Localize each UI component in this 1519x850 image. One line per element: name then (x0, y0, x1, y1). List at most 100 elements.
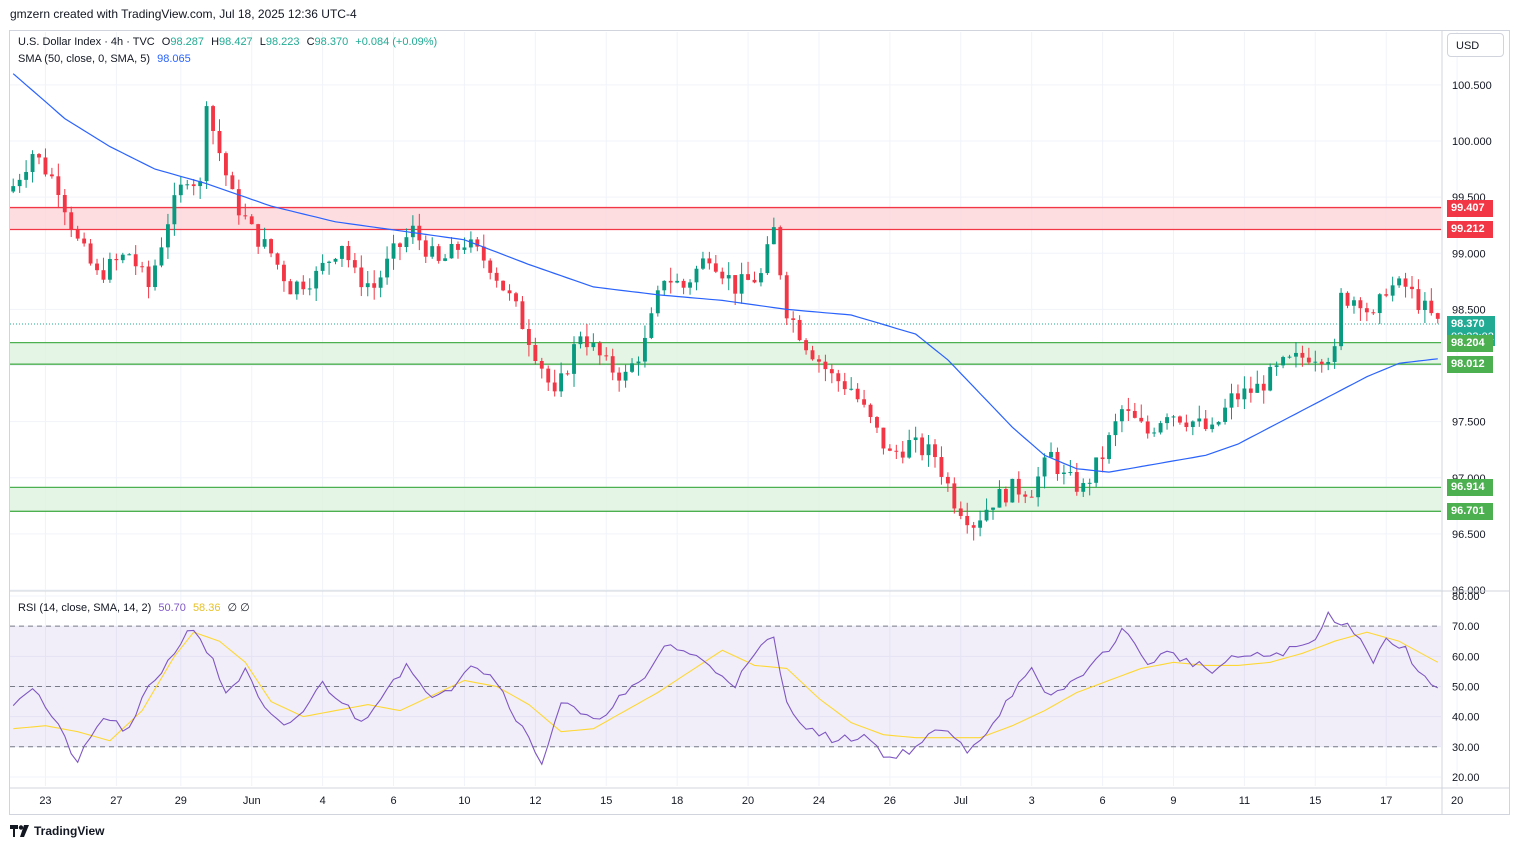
candle[interactable] (546, 365, 551, 391)
candle[interactable] (655, 285, 660, 317)
candle[interactable] (320, 254, 325, 275)
candle[interactable] (572, 336, 576, 387)
candle[interactable] (385, 246, 390, 285)
candle[interactable] (1190, 420, 1195, 436)
candle[interactable] (1319, 358, 1324, 373)
candle[interactable] (1403, 272, 1408, 298)
candle[interactable] (1055, 447, 1060, 481)
candle[interactable] (604, 347, 609, 361)
symbol-title[interactable]: U.S. Dollar Index · 4h · TVC (18, 36, 155, 48)
candle[interactable] (707, 251, 712, 270)
candle[interactable] (430, 237, 435, 259)
candle[interactable] (887, 444, 892, 452)
resistance-zone[interactable] (10, 207, 1441, 230)
candle[interactable] (423, 235, 428, 263)
candle[interactable] (713, 255, 718, 274)
candle[interactable] (1242, 376, 1247, 410)
candle[interactable] (372, 270, 377, 300)
candle[interactable] (1287, 354, 1292, 359)
candle[interactable] (688, 279, 692, 295)
candle[interactable] (1261, 375, 1266, 404)
candle[interactable] (668, 267, 673, 294)
candle[interactable] (1165, 413, 1169, 430)
candle[interactable] (352, 252, 357, 274)
candle[interactable] (965, 502, 970, 534)
candle[interactable] (159, 237, 164, 268)
candle[interactable] (1036, 466, 1041, 507)
candle[interactable] (1171, 415, 1176, 427)
candle[interactable] (178, 176, 183, 203)
candle[interactable] (739, 262, 744, 304)
candle[interactable] (526, 319, 531, 357)
candle[interactable] (449, 237, 454, 259)
candle[interactable] (514, 291, 518, 307)
candle[interactable] (913, 426, 918, 453)
candle[interactable] (559, 362, 564, 397)
candle[interactable] (997, 480, 1002, 508)
candle[interactable] (630, 358, 634, 373)
candle[interactable] (1352, 296, 1356, 314)
candle[interactable] (88, 239, 93, 266)
candle[interactable] (140, 261, 145, 273)
candle[interactable] (958, 501, 963, 520)
candle[interactable] (494, 267, 499, 288)
candle[interactable] (991, 507, 995, 520)
candle[interactable] (984, 498, 989, 522)
candle[interactable] (49, 167, 54, 179)
candle[interactable] (1087, 478, 1092, 496)
candle[interactable] (759, 268, 763, 287)
candle[interactable] (398, 242, 402, 261)
candle[interactable] (726, 262, 731, 291)
candle[interactable] (30, 150, 35, 183)
candle[interactable] (804, 338, 809, 355)
candle[interactable] (842, 372, 847, 395)
candle[interactable] (881, 427, 886, 455)
candle[interactable] (1016, 471, 1021, 503)
candle[interactable] (875, 416, 879, 434)
sma-50-line[interactable] (12, 73, 1438, 473)
candle[interactable] (1126, 397, 1131, 422)
candle[interactable] (823, 354, 828, 382)
candle[interactable] (971, 521, 976, 541)
candle[interactable] (810, 345, 815, 361)
support-zone[interactable] (10, 487, 1441, 512)
candle[interactable] (591, 333, 596, 351)
candle[interactable] (172, 182, 177, 236)
candle[interactable] (165, 213, 170, 259)
candle[interactable] (1255, 370, 1260, 393)
candle[interactable] (198, 177, 203, 199)
candle[interactable] (269, 238, 273, 258)
candle[interactable] (217, 119, 222, 162)
candle[interactable] (1397, 276, 1402, 288)
candle[interactable] (675, 273, 680, 284)
candle[interactable] (797, 315, 802, 342)
candle[interactable] (771, 217, 776, 245)
rsi-line[interactable] (12, 611, 1439, 766)
candle[interactable] (501, 280, 506, 292)
tradingview-logo[interactable]: TradingView (10, 824, 104, 838)
candle[interactable] (1229, 383, 1234, 420)
candle[interactable] (1313, 350, 1318, 372)
candle[interactable] (746, 261, 750, 281)
candle[interactable] (17, 173, 22, 193)
candle[interactable] (1248, 376, 1253, 403)
candle[interactable] (410, 215, 415, 244)
candle[interactable] (1223, 398, 1227, 425)
candle[interactable] (211, 104, 215, 145)
candle[interactable] (662, 280, 667, 296)
candle[interactable] (945, 472, 950, 492)
candle[interactable] (578, 331, 583, 349)
candle[interactable] (552, 369, 557, 397)
candle[interactable] (920, 433, 925, 461)
candle[interactable] (120, 252, 125, 264)
candle[interactable] (333, 257, 338, 265)
candle[interactable] (939, 446, 944, 485)
candle[interactable] (1216, 421, 1221, 427)
candle[interactable] (191, 179, 196, 196)
candle[interactable] (340, 245, 344, 267)
candle[interactable] (855, 383, 860, 403)
candle[interactable] (1029, 490, 1034, 498)
candle[interactable] (327, 260, 332, 275)
candle[interactable] (1100, 446, 1105, 473)
candle[interactable] (236, 179, 241, 225)
